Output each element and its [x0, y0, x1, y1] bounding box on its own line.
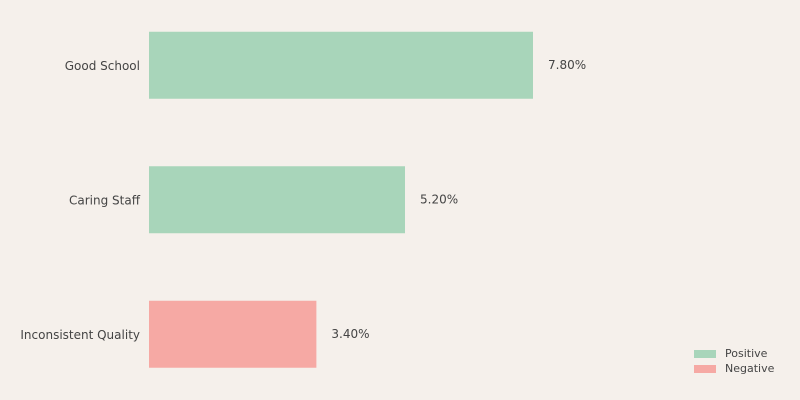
bar: [149, 166, 405, 234]
value-label: 5.20%: [420, 192, 458, 206]
y-tick-label: Caring Staff: [69, 193, 141, 207]
legend-label: Negative: [725, 362, 775, 375]
legend-swatch: [694, 365, 716, 373]
y-tick-label: Inconsistent Quality: [20, 328, 140, 342]
value-label: 7.80%: [548, 58, 586, 72]
value-label: 3.40%: [331, 327, 369, 341]
bar: [149, 31, 533, 99]
bar: [149, 300, 317, 368]
y-tick-label: Good School: [65, 59, 140, 73]
legend-label: Positive: [725, 347, 768, 360]
legend-swatch: [694, 350, 716, 358]
